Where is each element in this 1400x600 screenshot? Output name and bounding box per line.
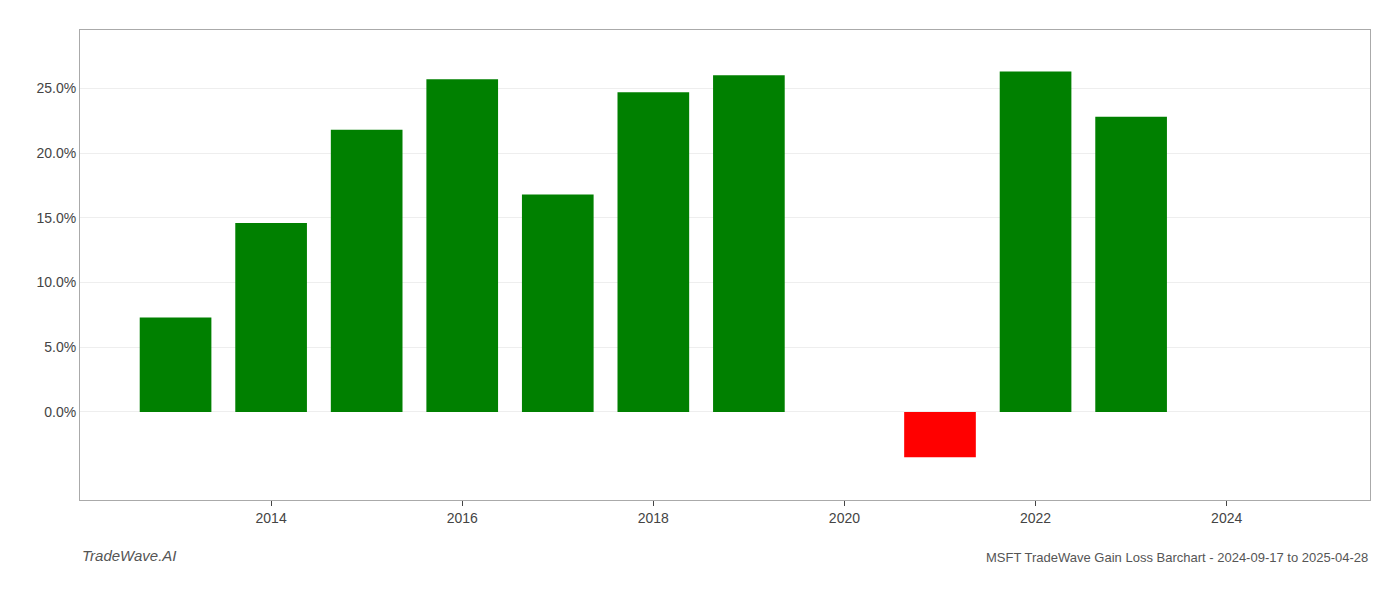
- svg-text:2022: 2022: [1020, 510, 1051, 526]
- svg-text:2020: 2020: [829, 510, 860, 526]
- svg-text:2018: 2018: [638, 510, 669, 526]
- svg-text:0.0%: 0.0%: [44, 404, 76, 420]
- svg-text:MSFT TradeWave Gain Loss Barch: MSFT TradeWave Gain Loss Barchart - 2024…: [986, 550, 1368, 565]
- svg-text:5.0%: 5.0%: [44, 339, 76, 355]
- svg-text:15.0%: 15.0%: [36, 210, 76, 226]
- svg-text:20.0%: 20.0%: [36, 145, 76, 161]
- svg-text:2024: 2024: [1211, 510, 1242, 526]
- svg-text:2014: 2014: [256, 510, 287, 526]
- svg-text:TradeWave.AI: TradeWave.AI: [82, 547, 176, 564]
- svg-text:2016: 2016: [447, 510, 478, 526]
- svg-text:10.0%: 10.0%: [36, 274, 76, 290]
- svg-text:25.0%: 25.0%: [36, 80, 76, 96]
